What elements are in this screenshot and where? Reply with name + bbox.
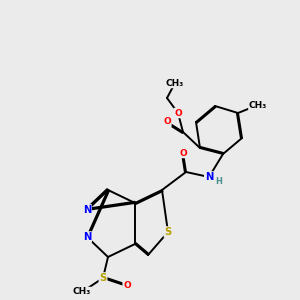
Text: O: O xyxy=(123,281,131,290)
Text: CH₃: CH₃ xyxy=(73,287,91,296)
Text: N: N xyxy=(83,232,91,242)
Text: O: O xyxy=(163,118,171,127)
Text: O: O xyxy=(174,109,182,118)
Text: H: H xyxy=(216,176,222,185)
Text: O: O xyxy=(179,148,187,158)
Text: S: S xyxy=(164,227,172,237)
Text: S: S xyxy=(99,273,106,283)
Text: N: N xyxy=(205,172,213,182)
Text: CH₃: CH₃ xyxy=(249,100,267,109)
Text: N: N xyxy=(83,205,91,215)
Text: CH₃: CH₃ xyxy=(166,79,184,88)
